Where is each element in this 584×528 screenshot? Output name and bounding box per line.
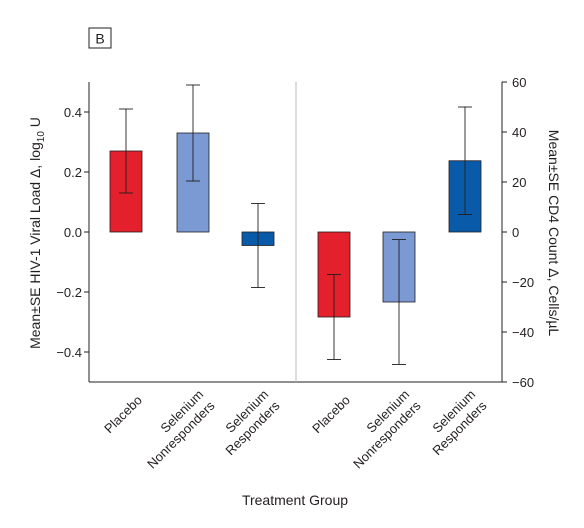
- left-y-tick-label: −0.2: [56, 285, 82, 300]
- right-y-tick-label: 40: [512, 125, 526, 140]
- right-y-tick-label: 0: [512, 225, 519, 240]
- category-label-line: Placebo: [309, 392, 353, 436]
- right-y-tick-label: −60: [512, 375, 534, 390]
- left-y-axis-title: Mean±SE HIV-1 Viral Load Δ, log10 U: [27, 117, 47, 349]
- category-label-left-1: SeleniumNonresponders: [133, 386, 218, 471]
- panel-label-box: [88, 27, 112, 49]
- right-y-tick-label: −20: [512, 275, 534, 290]
- panel-label: B: [88, 27, 112, 49]
- panel-label-text: B: [95, 31, 104, 47]
- left-y-tick-label: 0.4: [64, 105, 82, 120]
- category-label-right-0: Placebo: [309, 392, 353, 436]
- left-y-axis-title-subscript: 10: [36, 131, 47, 143]
- right-y-tick-label: 20: [512, 175, 526, 190]
- left-y-axis-title-unit: U: [27, 117, 43, 131]
- right-y-axis-title: Mean±SE CD4 Count Δ, Cells/µL: [546, 130, 562, 337]
- x-axis-title: Treatment Group: [242, 492, 348, 508]
- left-y-axis-title-main: Mean±SE HIV-1 Viral Load Δ, log: [27, 142, 43, 349]
- category-label-right-2: SeleniumResponders: [418, 386, 490, 458]
- category-label-left-2: SeleniumResponders: [211, 386, 283, 458]
- right-y-tick-label: 60: [512, 75, 526, 90]
- category-label-right-1: SeleniumNonresponders: [339, 386, 424, 471]
- category-label-left-0: Placebo: [101, 392, 145, 436]
- right-y-tick-label: −40: [512, 325, 534, 340]
- left-y-tick-label: 0.2: [64, 165, 82, 180]
- left-y-tick-label: −0.4: [56, 345, 82, 360]
- left-y-tick-label: 0.0: [64, 225, 82, 240]
- category-label-line: Placebo: [101, 392, 145, 436]
